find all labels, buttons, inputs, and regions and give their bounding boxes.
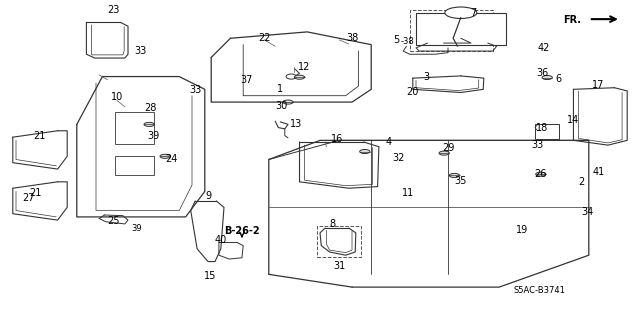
Text: 12: 12 xyxy=(298,62,311,72)
Text: 13: 13 xyxy=(289,119,302,129)
Text: B-26-2: B-26-2 xyxy=(224,226,260,236)
Text: 26: 26 xyxy=(534,169,547,179)
Bar xyxy=(317,226,361,257)
Text: 15: 15 xyxy=(204,271,216,281)
Text: 7: 7 xyxy=(470,8,477,18)
Text: 14: 14 xyxy=(566,115,579,125)
Text: 22: 22 xyxy=(258,33,271,43)
Text: 31: 31 xyxy=(333,261,346,271)
Text: 10: 10 xyxy=(111,92,124,102)
Bar xyxy=(410,10,493,51)
Text: 18: 18 xyxy=(536,122,548,133)
Bar xyxy=(535,124,559,138)
Ellipse shape xyxy=(294,75,305,79)
Text: 39: 39 xyxy=(131,224,141,233)
Text: 39: 39 xyxy=(147,130,160,141)
Ellipse shape xyxy=(542,76,552,79)
Text: 36: 36 xyxy=(536,68,549,78)
Ellipse shape xyxy=(449,174,460,177)
Text: FR.: FR. xyxy=(563,15,581,25)
Text: 6: 6 xyxy=(555,74,561,84)
Text: 11: 11 xyxy=(401,188,414,198)
Bar xyxy=(416,13,506,45)
Text: 21: 21 xyxy=(29,188,42,198)
Text: 27: 27 xyxy=(22,193,35,203)
Ellipse shape xyxy=(536,172,546,176)
Text: 5: 5 xyxy=(394,35,400,45)
Bar xyxy=(115,112,154,144)
Ellipse shape xyxy=(286,74,296,79)
Ellipse shape xyxy=(439,151,449,155)
Text: 30: 30 xyxy=(275,101,288,111)
Text: 33: 33 xyxy=(134,46,147,56)
Text: 37: 37 xyxy=(240,75,253,85)
Text: 2: 2 xyxy=(578,177,584,187)
Text: 38: 38 xyxy=(346,33,358,43)
Text: 24: 24 xyxy=(165,154,178,164)
Text: 41: 41 xyxy=(593,167,605,177)
Text: 25: 25 xyxy=(107,216,120,226)
Ellipse shape xyxy=(144,122,154,126)
Bar xyxy=(115,156,154,175)
Text: -38: -38 xyxy=(401,37,415,46)
Text: 8: 8 xyxy=(330,219,336,229)
Ellipse shape xyxy=(360,150,370,153)
Text: 20: 20 xyxy=(406,86,419,97)
Text: 4: 4 xyxy=(385,137,392,147)
Text: 28: 28 xyxy=(144,103,157,114)
Text: 33: 33 xyxy=(531,140,544,150)
Text: 35: 35 xyxy=(454,176,467,186)
Text: 42: 42 xyxy=(538,43,550,54)
Text: 23: 23 xyxy=(108,5,120,15)
Text: 40: 40 xyxy=(214,235,227,245)
Text: S5AC-B3741: S5AC-B3741 xyxy=(514,286,566,295)
Text: 21: 21 xyxy=(33,130,46,141)
Text: 16: 16 xyxy=(331,134,344,144)
Text: 9: 9 xyxy=(205,191,211,201)
Text: 19: 19 xyxy=(515,225,528,235)
Text: 1: 1 xyxy=(277,84,284,94)
Text: 34: 34 xyxy=(581,207,594,217)
Ellipse shape xyxy=(283,100,293,104)
Ellipse shape xyxy=(445,7,477,19)
Text: 29: 29 xyxy=(442,143,454,153)
Text: 33: 33 xyxy=(189,85,202,95)
Text: 32: 32 xyxy=(392,153,404,163)
Ellipse shape xyxy=(160,154,170,158)
Text: 3: 3 xyxy=(423,71,429,82)
Text: 17: 17 xyxy=(592,79,605,90)
